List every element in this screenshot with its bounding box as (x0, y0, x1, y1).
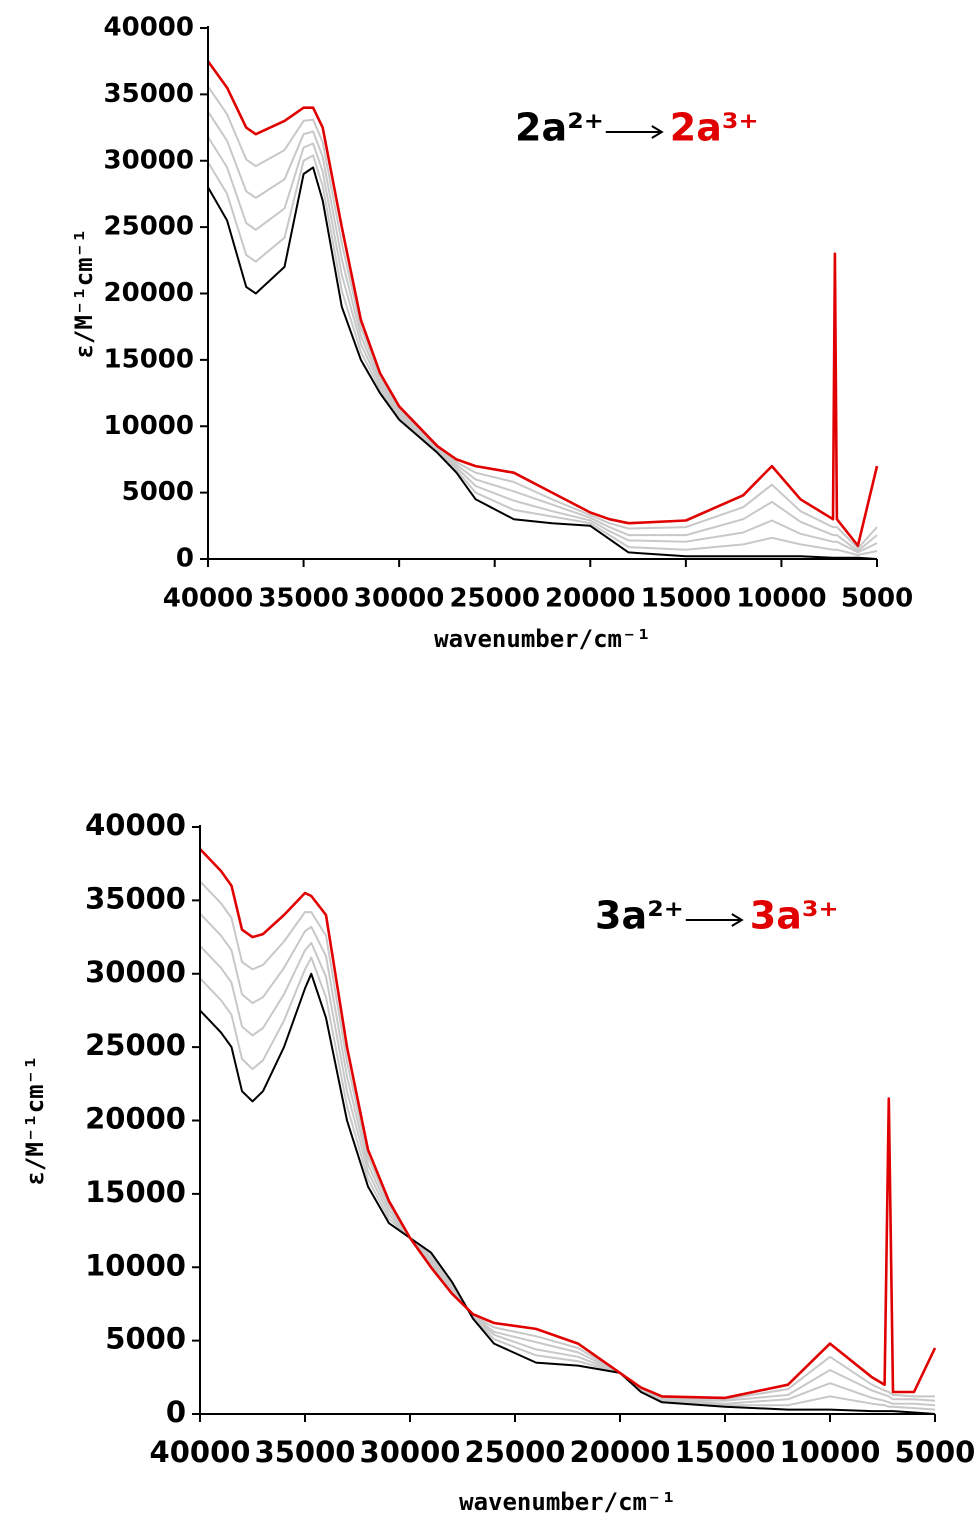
x-tick-label: 30000 (354, 584, 444, 614)
y-tick-label: 35000 (104, 79, 194, 109)
x-tick-label: 5000 (841, 584, 913, 614)
annotation: 3a³⁺ (750, 894, 839, 938)
x-tick-label: 25000 (449, 584, 539, 614)
x-tick-label: 10000 (780, 1435, 881, 1469)
x-tick-label: 40000 (163, 584, 253, 614)
y-tick-label: 5000 (122, 477, 194, 507)
y-tick-label: 15000 (85, 1175, 186, 1209)
y-tick-label: 40000 (85, 808, 186, 842)
series-line (199, 972, 936, 1415)
y-tick-label: 30000 (85, 955, 186, 989)
y-tick-label: 5000 (105, 1322, 186, 1356)
series-line (199, 956, 936, 1411)
arrow-head (651, 125, 664, 139)
y-axis-label: ε/M⁻¹cm⁻¹ (21, 1055, 49, 1185)
y-tick-label: 30000 (104, 145, 194, 175)
series-line (199, 848, 937, 1400)
y-tick-label: 10000 (85, 1248, 186, 1282)
x-tick-label: 15000 (641, 584, 731, 614)
y-tick-label: 25000 (104, 212, 194, 242)
x-tick-label: 15000 (675, 1435, 776, 1469)
x-tick-label: 25000 (465, 1435, 566, 1469)
y-tick-label: 25000 (85, 1028, 186, 1062)
x-axis-label: wavenumber/cm⁻¹ (459, 1488, 676, 1516)
y-tick-label: 40000 (104, 13, 194, 43)
series-line (199, 912, 936, 1402)
x-tick-label: 30000 (360, 1435, 461, 1469)
y-axis-label: ε/M⁻¹cm⁻¹ (70, 228, 98, 358)
y-tick-label: 0 (166, 1395, 186, 1429)
x-tick-label: 40000 (150, 1435, 251, 1469)
series-line (207, 154, 878, 556)
series-line (207, 166, 878, 560)
y-tick-label: 0 (176, 544, 194, 574)
x-axis-label: wavenumber/cm⁻¹ (434, 625, 651, 653)
x-tick-label: 5000 (895, 1435, 976, 1469)
annotation: 2a³⁺ (670, 106, 759, 150)
series-line (207, 85, 878, 550)
series-line (206, 60, 879, 547)
x-tick-label: 35000 (255, 1435, 356, 1469)
annotation: 3a²⁺ (595, 894, 684, 938)
y-tick-label: 10000 (104, 411, 194, 441)
chart: 0500010000150002000025000300003500040000… (21, 808, 975, 1516)
y-tick-label: 35000 (85, 881, 186, 915)
y-tick-label: 20000 (85, 1102, 186, 1136)
x-tick-label: 10000 (736, 584, 826, 614)
y-tick-label: 15000 (104, 344, 194, 374)
arrow-head (731, 913, 744, 927)
x-tick-label: 20000 (545, 584, 635, 614)
series-line (207, 136, 878, 554)
series-line (207, 111, 878, 552)
series-line (199, 941, 936, 1407)
y-tick-label: 20000 (104, 278, 194, 308)
x-tick-label: 20000 (570, 1435, 671, 1469)
annotation: 2a²⁺ (515, 106, 604, 150)
x-tick-label: 35000 (258, 584, 348, 614)
chart: 0500010000150002000025000300003500040000… (70, 13, 913, 654)
